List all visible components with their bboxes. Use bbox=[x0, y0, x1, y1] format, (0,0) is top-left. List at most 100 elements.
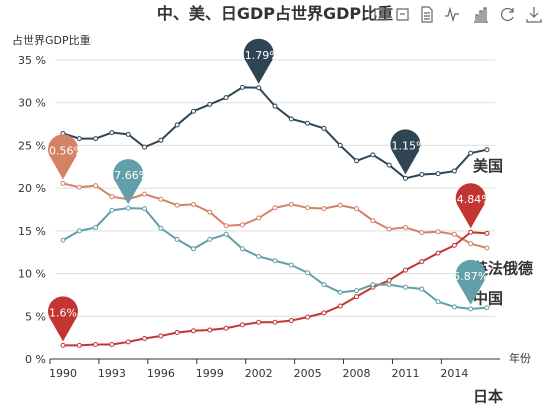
data-point[interactable] bbox=[451, 304, 457, 310]
data-point[interactable] bbox=[288, 201, 294, 207]
data-point[interactable] bbox=[337, 202, 343, 208]
data-point[interactable] bbox=[321, 206, 327, 212]
data-point[interactable] bbox=[93, 341, 99, 347]
data-point[interactable] bbox=[370, 282, 376, 288]
data-point[interactable] bbox=[288, 262, 294, 268]
data-point[interactable] bbox=[174, 202, 180, 208]
data-point[interactable] bbox=[354, 206, 360, 212]
zoom-icon[interactable] bbox=[374, 8, 387, 21]
data-point[interactable] bbox=[60, 180, 66, 186]
data-point[interactable] bbox=[60, 237, 66, 243]
data-point[interactable] bbox=[223, 325, 229, 331]
data-point[interactable] bbox=[256, 253, 262, 259]
data-point[interactable] bbox=[435, 171, 441, 177]
data-point[interactable] bbox=[484, 305, 490, 311]
max-marker[interactable]: 17.66% bbox=[107, 159, 149, 205]
data-point[interactable] bbox=[207, 209, 213, 215]
data-point[interactable] bbox=[305, 270, 311, 276]
data-point[interactable] bbox=[239, 322, 245, 328]
data-point[interactable] bbox=[435, 229, 441, 235]
data-point[interactable] bbox=[174, 122, 180, 128]
data-point[interactable] bbox=[451, 231, 457, 237]
data-point[interactable] bbox=[190, 108, 196, 114]
data-point[interactable] bbox=[451, 242, 457, 248]
data-point[interactable] bbox=[354, 288, 360, 294]
data-point[interactable] bbox=[142, 335, 148, 341]
min-marker[interactable]: 21.15% bbox=[384, 129, 426, 175]
data-point[interactable] bbox=[223, 231, 229, 237]
data-point[interactable] bbox=[272, 258, 278, 264]
data-point[interactable] bbox=[239, 84, 245, 90]
data-point[interactable] bbox=[190, 246, 196, 252]
data-point[interactable] bbox=[321, 125, 327, 131]
data-point[interactable] bbox=[272, 319, 278, 325]
data-point[interactable] bbox=[207, 101, 213, 107]
data-point[interactable] bbox=[484, 147, 490, 153]
data-point[interactable] bbox=[468, 306, 474, 312]
data-point[interactable] bbox=[305, 120, 311, 126]
data-point[interactable] bbox=[305, 314, 311, 320]
data-point[interactable] bbox=[321, 282, 327, 288]
data-point[interactable] bbox=[337, 142, 343, 148]
data-point[interactable] bbox=[484, 245, 490, 251]
data-point[interactable] bbox=[256, 85, 262, 91]
data-point[interactable] bbox=[125, 339, 131, 345]
back-icon[interactable] bbox=[396, 8, 409, 21]
data-point[interactable] bbox=[158, 196, 164, 202]
data-point[interactable] bbox=[354, 294, 360, 300]
data-point[interactable] bbox=[142, 191, 148, 197]
data-point[interactable] bbox=[386, 162, 392, 168]
restore-icon[interactable] bbox=[500, 7, 514, 22]
data-point[interactable] bbox=[468, 229, 474, 235]
data-point[interactable] bbox=[435, 299, 441, 305]
data-point[interactable] bbox=[419, 230, 425, 236]
data-point[interactable] bbox=[484, 230, 490, 236]
data-point[interactable] bbox=[109, 207, 115, 213]
data-point[interactable] bbox=[386, 282, 392, 288]
data-point[interactable] bbox=[158, 225, 164, 231]
data-point[interactable] bbox=[76, 342, 82, 348]
data-point[interactable] bbox=[256, 215, 262, 221]
data-point[interactable] bbox=[386, 226, 392, 232]
data-point[interactable] bbox=[321, 310, 327, 316]
bar-icon[interactable] bbox=[474, 7, 488, 23]
data-point[interactable] bbox=[402, 224, 408, 230]
data-point[interactable] bbox=[76, 136, 82, 142]
data-point[interactable] bbox=[354, 158, 360, 164]
data-point[interactable] bbox=[142, 144, 148, 150]
data-point[interactable] bbox=[158, 137, 164, 143]
data-point[interactable] bbox=[288, 116, 294, 122]
data-point[interactable] bbox=[386, 277, 392, 283]
data-point[interactable] bbox=[239, 246, 245, 252]
data-view-icon[interactable] bbox=[421, 6, 433, 23]
data-point[interactable] bbox=[402, 175, 408, 181]
max-marker[interactable]: 14.84% bbox=[450, 183, 492, 229]
min-marker[interactable]: 1.6% bbox=[48, 296, 78, 342]
data-point[interactable] bbox=[337, 303, 343, 309]
data-point[interactable] bbox=[109, 130, 115, 136]
data-point[interactable] bbox=[60, 342, 66, 348]
data-point[interactable] bbox=[468, 241, 474, 247]
data-point[interactable] bbox=[190, 328, 196, 334]
data-point[interactable] bbox=[288, 318, 294, 324]
min-marker[interactable]: 5.87% bbox=[453, 259, 488, 305]
data-point[interactable] bbox=[223, 223, 229, 229]
data-point[interactable] bbox=[174, 330, 180, 336]
data-point[interactable] bbox=[125, 205, 131, 211]
data-point[interactable] bbox=[451, 168, 457, 174]
data-point[interactable] bbox=[435, 250, 441, 256]
data-point[interactable] bbox=[370, 218, 376, 224]
max-marker[interactable]: 20.56% bbox=[42, 134, 84, 180]
data-point[interactable] bbox=[76, 184, 82, 190]
data-point[interactable] bbox=[190, 201, 196, 207]
data-point[interactable] bbox=[370, 152, 376, 158]
data-point[interactable] bbox=[272, 103, 278, 109]
data-point[interactable] bbox=[207, 236, 213, 242]
data-point[interactable] bbox=[142, 206, 148, 212]
data-point[interactable] bbox=[93, 224, 99, 230]
data-point[interactable] bbox=[223, 95, 229, 101]
save-icon[interactable] bbox=[526, 7, 542, 23]
max-marker[interactable]: 31.79% bbox=[238, 38, 280, 84]
data-point[interactable] bbox=[305, 205, 311, 211]
data-point[interactable] bbox=[402, 267, 408, 273]
